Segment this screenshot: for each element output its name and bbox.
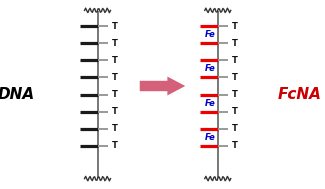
Text: T: T [232,56,238,65]
Text: FcNA: FcNA [278,87,322,102]
Text: T: T [232,22,238,31]
Text: T: T [232,73,238,82]
Text: T: T [112,39,118,48]
Text: Fe: Fe [204,98,215,108]
Text: T: T [112,56,118,65]
Text: T: T [232,124,238,133]
Text: T: T [112,141,118,150]
Text: T: T [232,141,238,150]
Text: DNA: DNA [0,87,35,102]
FancyArrow shape [140,77,185,95]
Text: Fe: Fe [204,64,215,74]
Text: T: T [232,90,238,99]
Text: T: T [112,90,118,99]
Text: T: T [112,73,118,82]
Text: T: T [112,124,118,133]
Text: T: T [112,22,118,31]
Text: Fe: Fe [204,30,215,40]
Text: T: T [232,107,238,116]
Text: Fe: Fe [204,132,215,142]
Text: T: T [232,39,238,48]
Text: T: T [112,107,118,116]
